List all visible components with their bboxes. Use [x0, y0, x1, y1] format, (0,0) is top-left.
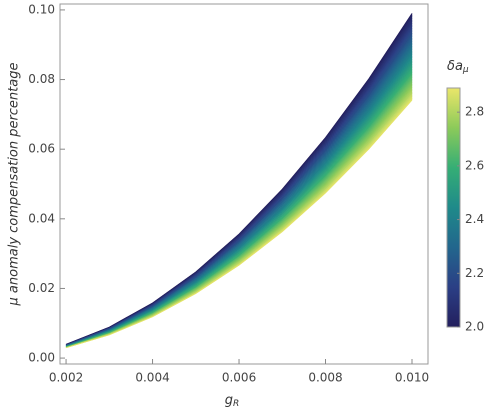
- fill-strip: [65, 24, 413, 346]
- y-axis-label: μ anomaly compensation percentage: [7, 63, 22, 307]
- y-tick-label: 0.02: [28, 281, 55, 295]
- y-tick-label: 0.10: [28, 2, 55, 16]
- level-curve: [65, 13, 413, 345]
- colorbar-tick-label: 2.2: [465, 266, 484, 280]
- y-tick-label: 0.08: [28, 72, 55, 86]
- colorbar-tick-label: 2.4: [465, 212, 484, 226]
- fill-strip: [65, 37, 413, 346]
- fill-strip: [65, 25, 413, 346]
- y-tick-label: 0.00: [28, 351, 55, 365]
- colorbar: [446, 87, 461, 328]
- y-tick-label: 0.04: [28, 211, 55, 225]
- x-tick-label: 0.008: [308, 371, 342, 385]
- level-curve: [65, 52, 413, 347]
- fill-strip: [65, 39, 413, 346]
- fill-strip: [65, 32, 413, 346]
- colorbar-tick-label: 2.0: [465, 320, 484, 334]
- fill-strip: [65, 35, 413, 346]
- x-tick-label: 0.002: [49, 371, 83, 385]
- x-tick-label: 0.006: [222, 371, 256, 385]
- fill-strip: [65, 17, 413, 345]
- fill-strip: [65, 12, 413, 345]
- colorbar-label: δaμ: [447, 59, 469, 75]
- fill-strip: [65, 44, 413, 346]
- level-curve: [65, 33, 413, 346]
- fill-strip: [65, 30, 413, 346]
- x-axis-label: gR: [225, 393, 240, 409]
- fill-strip: [65, 40, 413, 346]
- fill-strip: [65, 19, 413, 345]
- level-curve: [65, 72, 413, 348]
- level-curve: [65, 99, 413, 349]
- fill-strip: [65, 14, 413, 345]
- colorbar-tick-label: 2.6: [465, 158, 484, 172]
- fill-strip: [65, 21, 413, 345]
- fill-strip: [65, 22, 413, 346]
- plot-frame: [59, 3, 429, 365]
- level-curve: [65, 92, 413, 348]
- fill-strip: [65, 34, 413, 346]
- fill-strip: [65, 16, 413, 345]
- fill-strip: [65, 27, 413, 346]
- x-tick-label: 0.004: [135, 371, 169, 385]
- fill-strip: [65, 29, 413, 346]
- y-tick-label: 0.06: [28, 142, 55, 156]
- fill-strip: [65, 42, 413, 346]
- x-tick-label: 0.010: [395, 371, 429, 385]
- colorbar-tick-label: 2.8: [465, 105, 484, 119]
